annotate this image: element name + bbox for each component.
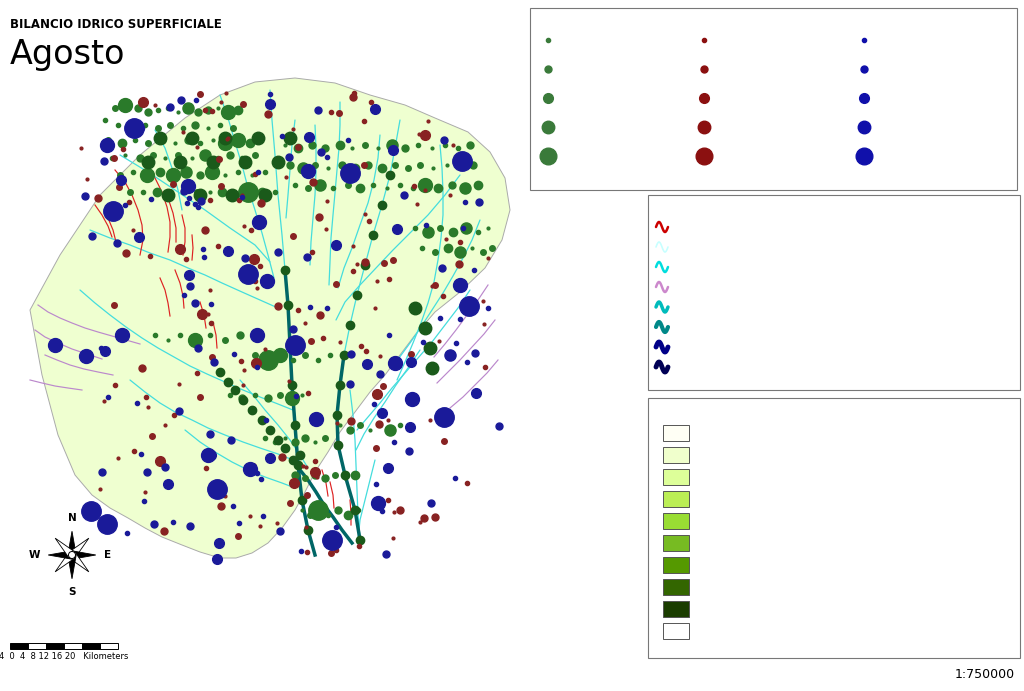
Text: Derivazioni irrigue [l/s]: Derivazioni irrigue [l/s] [542,18,666,27]
Text: 1,000,000 - 10,000,000: 1,000,000 - 10,000,000 [676,302,791,312]
Bar [82,643,100,649]
Polygon shape [30,78,510,558]
Text: W: W [29,550,40,560]
Text: 100,000 - 1,000,000: 100,000 - 1,000,000 [676,282,775,292]
Text: 100,000,000 - 130,000,000: 100,000,000 - 130,000,000 [676,342,809,352]
Circle shape [69,551,76,558]
Polygon shape [72,551,96,559]
Text: 0 - 10: 0 - 10 [714,35,742,45]
Text: Derivazioni potabili [l/s]: Derivazioni potabili [l/s] [698,18,826,27]
Bar [663,623,689,639]
Text: 100 - 500: 100 - 500 [874,122,921,132]
Bar [10,643,28,649]
Text: 60 - 80: 60 - 80 [696,494,730,504]
Text: 50 - 100: 50 - 100 [558,93,598,103]
Text: Agosto: Agosto [10,38,126,71]
Text: >500: >500 [558,151,585,161]
Text: 100 - 500: 100 - 500 [714,122,761,132]
Text: > 130,000,000: > 130,000,000 [676,362,749,372]
Polygon shape [68,531,76,555]
Text: 10 - 50: 10 - 50 [874,64,908,74]
Polygon shape [55,552,75,572]
Polygon shape [69,552,89,572]
Text: 100 - 120: 100 - 120 [696,538,742,548]
Bar [648,195,1020,390]
Text: 0 - 10: 0 - 10 [874,35,902,45]
Polygon shape [68,555,76,579]
Bar [63,643,82,649]
Text: 0 - 10: 0 - 10 [558,35,586,45]
Text: No Data: No Data [696,626,736,636]
Text: 4  0  4  8 12 16 20   Kilometers: 4 0 4 8 12 16 20 Kilometers [0,652,129,661]
Bar [663,491,689,507]
Bar [663,535,689,551]
Text: < 0: < 0 [676,222,693,232]
Polygon shape [48,551,72,559]
Text: 20 - 40: 20 - 40 [696,450,730,460]
Text: N: N [68,513,77,523]
Text: 0 - 20: 0 - 20 [696,428,724,438]
Bar [100,643,118,649]
Text: 100 - 500: 100 - 500 [558,122,604,132]
Text: E: E [104,550,112,560]
Text: >500: >500 [714,151,740,161]
Bar [663,557,689,573]
Text: Bilancio Agosto [mc]: Bilancio Agosto [mc] [686,205,808,216]
Text: 10,000 - 100,000: 10,000 - 100,000 [676,262,760,272]
Bar [28,643,46,649]
Text: S: S [69,587,76,597]
Bar [530,8,1017,190]
Text: 10 - 50: 10 - 50 [558,64,592,74]
Bar [663,447,689,463]
Bar [663,469,689,485]
Text: 80 - 100: 80 - 100 [696,516,736,526]
Text: >500: >500 [874,151,901,161]
Text: 0 - 10,000: 0 - 10,000 [676,242,726,252]
Text: BILANCIO IDRICO SUPERFICIALE: BILANCIO IDRICO SUPERFICIALE [10,18,222,31]
Text: 50 - 100: 50 - 100 [874,93,914,103]
Bar [663,425,689,441]
Text: 10 - 50: 10 - 50 [714,64,749,74]
Bar [663,513,689,529]
Bar [663,601,689,617]
Bar [648,398,1020,658]
Text: 40 - 60: 40 - 60 [696,472,730,482]
Text: Derivazioni industriali [l/s: Derivazioni industriali [l/s [858,18,996,27]
Text: 50 - 100: 50 - 100 [714,93,755,103]
Polygon shape [55,538,75,558]
Text: Evapotraspirazione [mm]: Evapotraspirazione [mm] [663,408,812,418]
Polygon shape [69,538,89,558]
Text: 10,000,000 - 100,000,000: 10,000,000 - 100,000,000 [676,322,803,332]
Text: 140 - 160: 140 - 160 [696,582,742,592]
Text: > 160: > 160 [696,604,726,614]
Text: 120 - 140: 120 - 140 [696,560,742,570]
Bar [46,643,63,649]
Text: 1:750000: 1:750000 [954,668,1015,681]
Bar [663,579,689,595]
